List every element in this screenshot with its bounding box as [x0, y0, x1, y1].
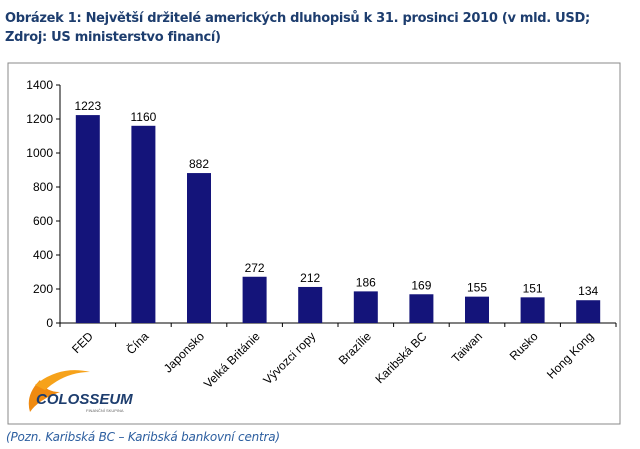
- bar-7: [465, 296, 489, 323]
- data-label: 212: [300, 271, 320, 285]
- bar-6: [409, 294, 434, 323]
- data-label: 882: [189, 157, 209, 171]
- y-tick-label: 0: [46, 316, 53, 330]
- y-tick-label: 1200: [26, 112, 53, 126]
- data-label: 272: [245, 261, 265, 275]
- bar-8: [520, 297, 545, 323]
- bar-0: [75, 115, 100, 323]
- data-label: 151: [523, 281, 543, 295]
- y-tick-label: 1000: [26, 146, 53, 160]
- colosseum-logo: COLOSSEUM FINANČNÍ SKUPINA: [28, 370, 133, 413]
- data-label: 155: [467, 281, 487, 295]
- data-label: 1223: [74, 99, 101, 113]
- y-tick-label: 600: [33, 214, 53, 228]
- data-label: 1160: [130, 110, 156, 124]
- data-label: 169: [411, 278, 431, 292]
- bar-5: [353, 291, 378, 323]
- bar-9: [576, 300, 601, 323]
- data-label: 186: [356, 275, 376, 289]
- y-tick-label: 1400: [26, 78, 53, 92]
- bar-4: [298, 286, 323, 323]
- footnote: (Pozn. Karibská BC – Karibská bankovní c…: [6, 430, 280, 444]
- bar-2: [187, 173, 211, 323]
- y-tick-label: 200: [33, 282, 53, 296]
- y-tick-label: 800: [33, 180, 53, 194]
- bar-3: [242, 276, 267, 323]
- y-tick-label: 400: [33, 248, 53, 262]
- data-label: 134: [578, 284, 598, 298]
- svg-text:FINANČNÍ SKUPINA: FINANČNÍ SKUPINA: [86, 408, 124, 413]
- svg-text:COLOSSEUM: COLOSSEUM: [36, 391, 133, 408]
- bar-1: [131, 125, 156, 323]
- figure-title: Obrázek 1: Největší držitelé amerických …: [5, 11, 590, 45]
- chart-frame: [7, 62, 621, 425]
